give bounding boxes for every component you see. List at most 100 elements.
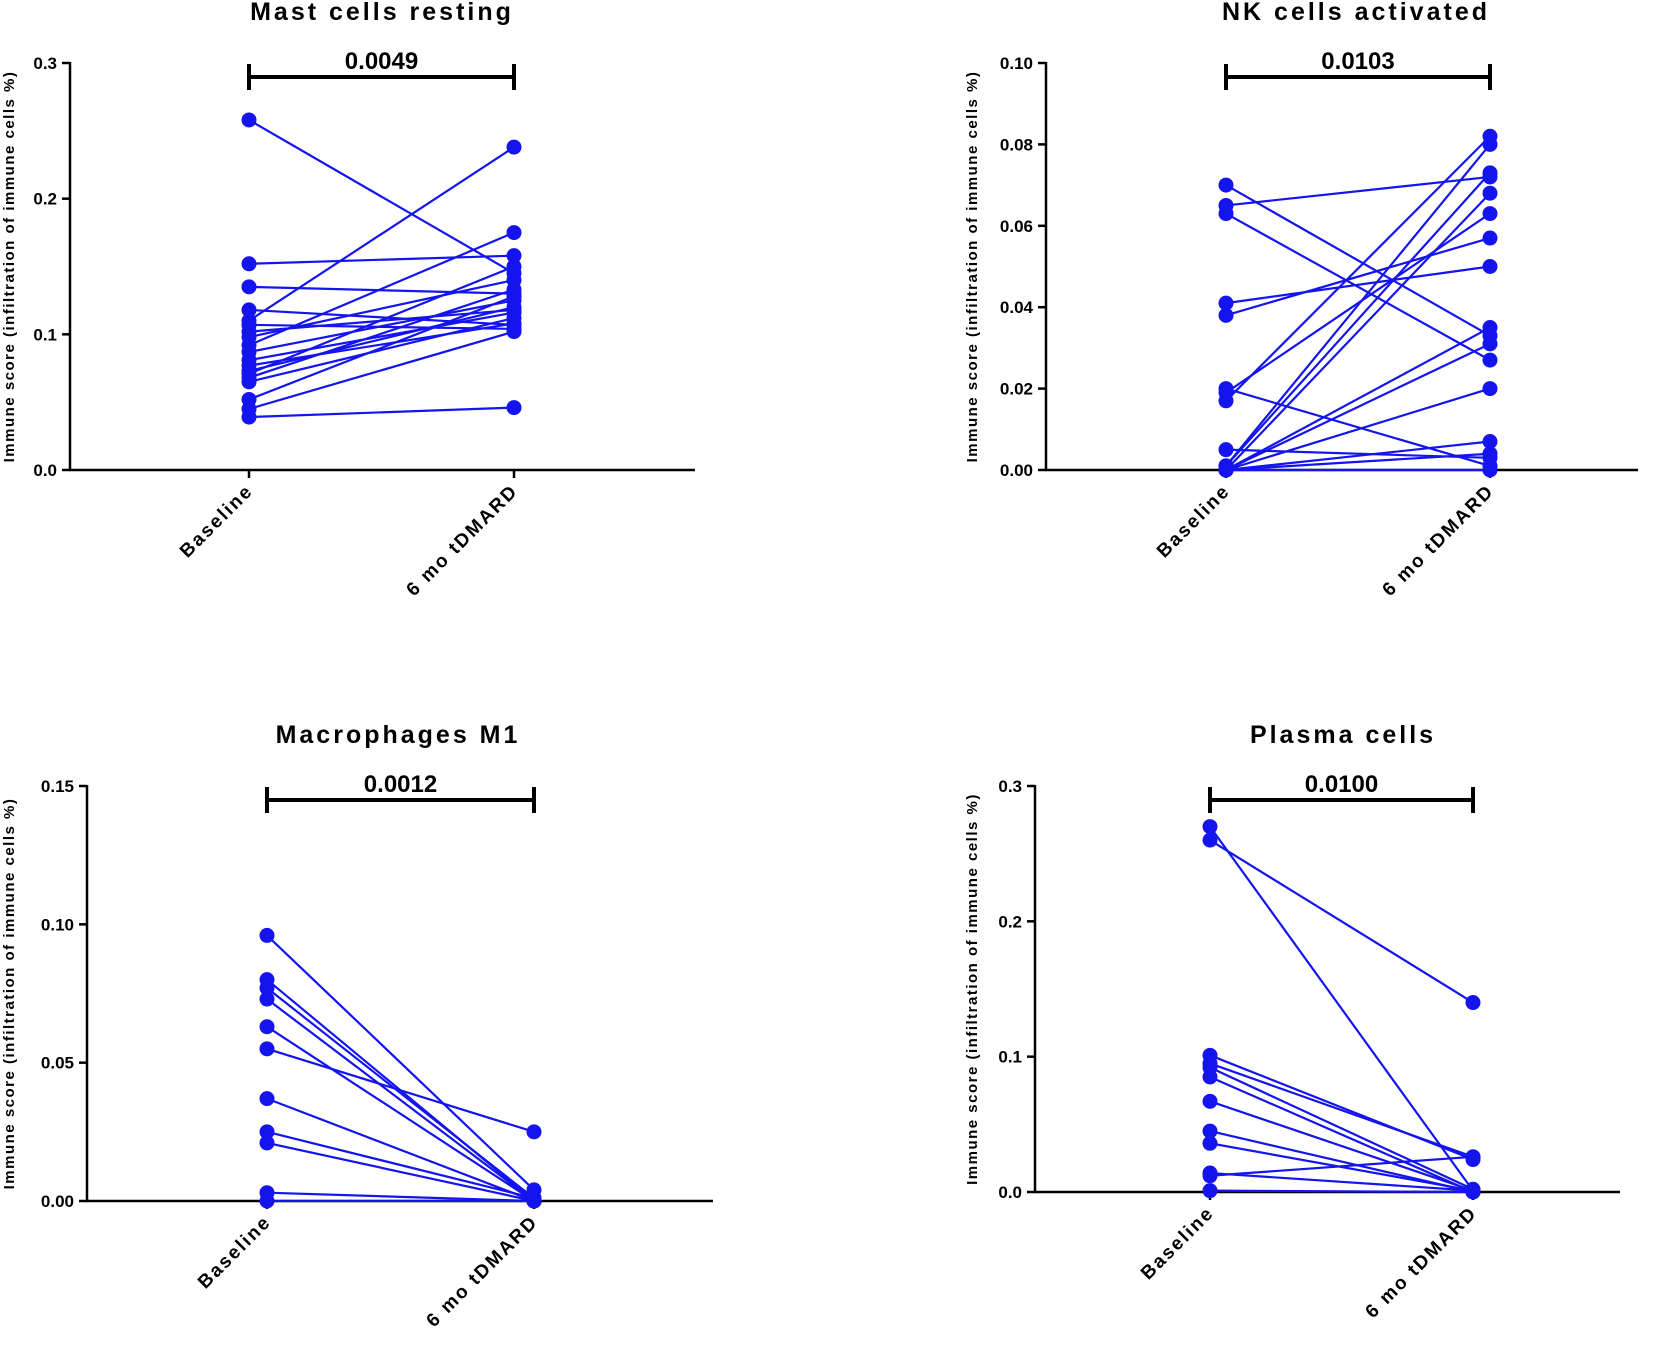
x-category-label: Baseline — [1137, 1203, 1218, 1284]
chart-title: NK cells activated — [1222, 0, 1490, 26]
data-point-baseline — [259, 927, 275, 943]
paired-line — [266, 1047, 535, 1133]
y-tick-label: 0.04 — [1000, 298, 1034, 317]
paired-line — [1209, 1155, 1474, 1177]
y-tick-label: 0.3 — [998, 777, 1022, 796]
data-point-6mo — [1482, 336, 1498, 352]
data-point-6mo — [1482, 206, 1498, 222]
data-point-baseline — [1218, 295, 1234, 311]
data-point-baseline — [241, 302, 257, 318]
paired-line — [266, 998, 535, 1202]
data-point-6mo — [506, 324, 522, 340]
data-point-6mo — [1482, 381, 1498, 397]
paired-line — [1225, 387, 1491, 472]
p-value-label: 0.0103 — [1321, 48, 1394, 75]
p-value-label: 0.0012 — [364, 771, 437, 798]
data-point-baseline — [1202, 819, 1218, 835]
y-tick-label: 0.2 — [33, 190, 57, 209]
data-point-6mo — [1465, 995, 1481, 1011]
paired-line — [248, 119, 515, 275]
data-point-baseline — [1202, 1123, 1218, 1139]
paired-line — [248, 285, 515, 295]
chart-title: Mast cells resting — [250, 0, 514, 26]
data-point-baseline — [259, 1041, 275, 1057]
y-tick-label: 0.10 — [1000, 54, 1033, 73]
data-point-baseline — [259, 1091, 275, 1107]
data-point-baseline — [241, 112, 257, 128]
chart-title: Macrophages M1 — [276, 721, 521, 749]
paired-line — [1225, 184, 1491, 337]
y-tick-label: 0.1 — [33, 325, 57, 344]
paired-line — [1209, 839, 1474, 1004]
y-axis-label: Immune score (infiltration of immune cel… — [964, 71, 981, 463]
paired-line — [1209, 1062, 1474, 1158]
data-point-baseline — [241, 374, 257, 390]
data-point-baseline — [1218, 307, 1234, 323]
paired-line — [1225, 212, 1491, 362]
paired-line — [248, 288, 515, 379]
data-point-6mo — [506, 225, 522, 241]
x-category-label: Baseline — [1153, 481, 1234, 562]
y-tick-label: 0.00 — [1000, 461, 1033, 480]
y-tick-label: 0.08 — [1000, 135, 1033, 154]
data-point-6mo — [1482, 230, 1498, 246]
paired-line — [1209, 1100, 1474, 1192]
data-point-6mo — [1482, 446, 1498, 462]
y-tick-label: 0.0 — [33, 461, 57, 480]
data-point-6mo — [1482, 434, 1498, 450]
data-point-6mo — [506, 299, 522, 315]
paired-line — [1225, 342, 1491, 471]
y-tick-label: 0.06 — [1000, 217, 1033, 236]
data-point-6mo — [526, 1124, 542, 1140]
data-point-baseline — [259, 1019, 275, 1035]
paired-line — [248, 406, 515, 419]
paired-line — [1225, 212, 1491, 394]
data-point-baseline — [259, 1124, 275, 1140]
data-point-6mo — [506, 248, 522, 264]
data-point-baseline — [1218, 177, 1234, 193]
y-axis-label: Immune score (infiltration of immune cel… — [1, 798, 18, 1190]
paired-line — [1225, 440, 1491, 472]
data-point-6mo — [526, 1193, 542, 1209]
paired-line — [266, 1141, 535, 1203]
data-point-6mo — [506, 259, 522, 274]
paired-line — [248, 254, 515, 265]
paired-line — [1225, 236, 1491, 317]
y-tick-label: 0.3 — [33, 54, 57, 73]
y-tick-label: 0.15 — [41, 777, 74, 796]
y-tick-label: 0.02 — [1000, 380, 1033, 399]
chart-panel-1: Mast cells resting 0.0049 0.0 0.1 0.2 0.3 Base… — [1, 0, 695, 601]
paired-line — [248, 308, 515, 326]
paired-line — [1225, 387, 1491, 467]
data-point-baseline — [1202, 1183, 1218, 1199]
paired-line — [248, 146, 515, 322]
data-point-6mo — [506, 139, 522, 155]
data-point-baseline — [259, 1193, 275, 1209]
chart-panel-2: NK cells activated 0.0103 0.00 0.02 0.04 0.06… — [964, 0, 1638, 601]
paired-line — [1209, 1189, 1474, 1194]
paired-line — [1225, 265, 1491, 305]
y-axis-label: Immune score (infiltration of immune cel… — [1, 71, 18, 463]
paired-line — [248, 231, 515, 347]
data-point-6mo — [1482, 320, 1498, 336]
x-category-label: Baseline — [194, 1212, 275, 1293]
chart-title: Plasma cells — [1250, 721, 1436, 749]
data-point-baseline — [1202, 832, 1218, 848]
data-point-6mo — [1482, 352, 1498, 368]
y-axis-label: Immune score (infiltration of immune cel… — [964, 793, 981, 1185]
data-point-baseline — [1218, 442, 1234, 458]
p-value-label: 0.0100 — [1305, 771, 1378, 798]
data-point-baseline — [1218, 393, 1234, 409]
paired-line — [248, 322, 515, 367]
data-point-6mo — [1482, 165, 1498, 181]
data-point-6mo — [506, 310, 522, 326]
data-point-6mo — [1465, 1184, 1481, 1200]
data-point-baseline — [1202, 1093, 1218, 1109]
paired-line — [248, 299, 515, 354]
paired-line — [248, 295, 515, 401]
data-point-baseline — [1218, 206, 1234, 222]
paired-line — [248, 330, 515, 411]
paired-line — [266, 1130, 535, 1200]
data-point-baseline — [1218, 462, 1234, 478]
